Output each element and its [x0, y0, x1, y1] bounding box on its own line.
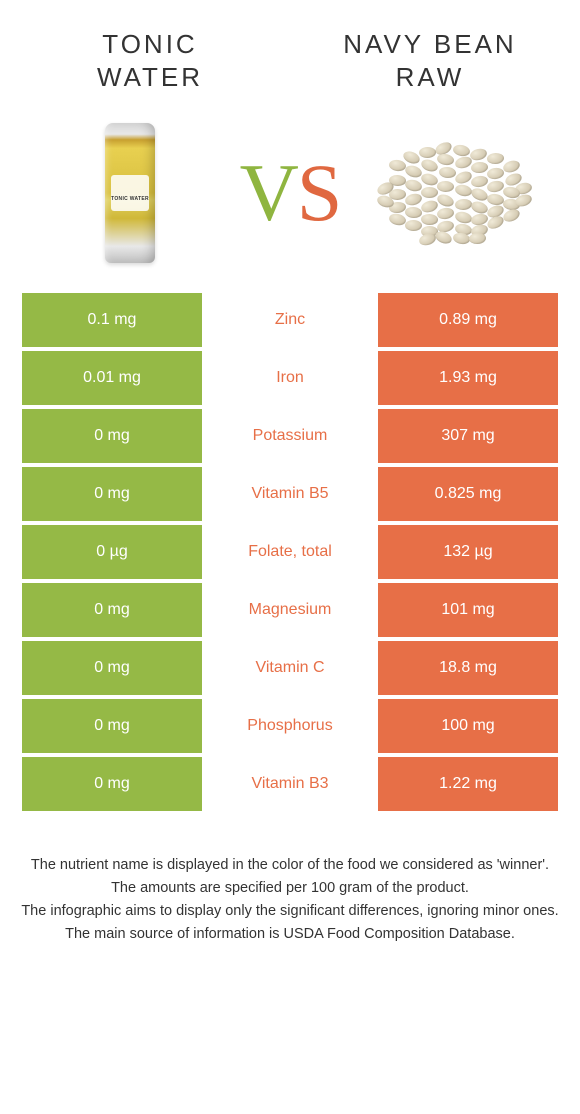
nutrient-label: Zinc	[202, 293, 378, 347]
table-row: 0 mgMagnesium101 mg	[22, 583, 558, 637]
bean-icon	[486, 167, 504, 180]
bean-icon	[469, 233, 487, 245]
header: TONIC WATER NAVY BEAN RAW	[0, 0, 580, 103]
right-value: 18.8 mg	[378, 641, 558, 695]
table-row: 0 mgVitamin C18.8 mg	[22, 641, 558, 695]
bean-icon	[418, 232, 437, 247]
nutrient-label: Magnesium	[202, 583, 378, 637]
footer-line: The amounts are specified per 100 gram o…	[18, 878, 562, 899]
left-title: TONIC WATER	[50, 28, 250, 93]
nutrient-label: Iron	[202, 351, 378, 405]
footer-line: The infographic aims to display only the…	[18, 901, 562, 922]
right-value: 101 mg	[378, 583, 558, 637]
comparison-table: 0.1 mgZinc0.89 mg0.01 mgIron1.93 mg0 mgP…	[0, 293, 580, 811]
left-value: 0 mg	[22, 409, 202, 463]
left-value: 0 mg	[22, 757, 202, 811]
right-title-line1: NAVY BEAN	[343, 29, 516, 59]
nutrient-label: Folate, total	[202, 525, 378, 579]
bean-icon	[502, 207, 522, 224]
bean-icon	[455, 198, 473, 210]
left-value: 0.1 mg	[22, 293, 202, 347]
bean-icon	[405, 220, 422, 231]
right-value: 1.93 mg	[378, 351, 558, 405]
right-value: 0.825 mg	[378, 467, 558, 521]
bean-icon	[436, 192, 456, 209]
bean-icon	[454, 183, 473, 198]
nutrient-label: Vitamin B5	[202, 467, 378, 521]
right-title-line2: RAW	[396, 62, 465, 92]
footer-line: The main source of information is USDA F…	[18, 924, 562, 945]
bean-icon	[438, 166, 456, 179]
right-value: 100 mg	[378, 699, 558, 753]
left-value: 0 mg	[22, 583, 202, 637]
nutrient-label: Potassium	[202, 409, 378, 463]
bean-icon	[419, 147, 436, 158]
left-value: 0 mg	[22, 467, 202, 521]
bean-icon	[388, 159, 406, 172]
right-value: 0.89 mg	[378, 293, 558, 347]
images-row: VS	[0, 103, 580, 293]
vs-label: VS	[240, 146, 341, 240]
table-row: 0 mgVitamin B50.825 mg	[22, 467, 558, 521]
table-row: 0.1 mgZinc0.89 mg	[22, 293, 558, 347]
bean-icon	[436, 153, 455, 167]
right-image	[370, 118, 530, 268]
right-value: 307 mg	[378, 409, 558, 463]
footer-notes: The nutrient name is displayed in the co…	[0, 815, 580, 945]
left-title-line2: WATER	[97, 62, 203, 92]
nutrient-label: Phosphorus	[202, 699, 378, 753]
bean-icon	[454, 210, 473, 225]
bean-icon	[436, 207, 454, 220]
bean-icon	[405, 206, 423, 218]
vs-s: S	[297, 146, 341, 240]
right-value: 1.22 mg	[378, 757, 558, 811]
bean-icon	[404, 192, 423, 207]
left-title-line1: TONIC	[102, 29, 197, 59]
right-value: 132 µg	[378, 525, 558, 579]
vs-v: V	[240, 146, 297, 240]
bean-icon	[487, 153, 505, 165]
beans-icon	[375, 143, 525, 243]
tonic-can-icon	[105, 123, 155, 263]
bean-icon	[421, 187, 438, 198]
table-row: 0 µgFolate, total132 µg	[22, 525, 558, 579]
left-value: 0 µg	[22, 525, 202, 579]
bean-icon	[471, 161, 489, 173]
table-row: 0 mgPhosphorus100 mg	[22, 699, 558, 753]
bean-icon	[502, 159, 522, 175]
left-value: 0.01 mg	[22, 351, 202, 405]
right-title: NAVY BEAN RAW	[330, 28, 530, 93]
left-image	[50, 118, 210, 268]
table-row: 0 mgPotassium307 mg	[22, 409, 558, 463]
bean-icon	[452, 143, 471, 157]
left-value: 0 mg	[22, 699, 202, 753]
nutrient-label: Vitamin B3	[202, 757, 378, 811]
nutrient-label: Vitamin C	[202, 641, 378, 695]
bean-icon	[434, 229, 454, 246]
footer-line: The nutrient name is displayed in the co…	[18, 855, 562, 876]
table-row: 0.01 mgIron1.93 mg	[22, 351, 558, 405]
bean-icon	[437, 181, 454, 193]
left-value: 0 mg	[22, 641, 202, 695]
bean-icon	[421, 214, 439, 226]
table-row: 0 mgVitamin B31.22 mg	[22, 757, 558, 811]
